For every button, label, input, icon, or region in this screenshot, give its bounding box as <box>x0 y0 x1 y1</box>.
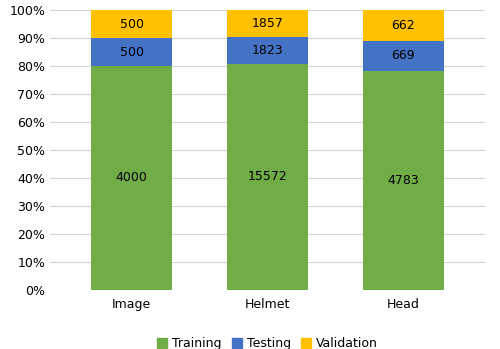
Bar <box>91 66 172 290</box>
Text: 662: 662 <box>392 19 415 32</box>
Text: 4783: 4783 <box>388 174 420 187</box>
Bar <box>362 10 444 41</box>
Text: 1823: 1823 <box>252 44 284 57</box>
Text: 500: 500 <box>120 18 144 31</box>
Bar <box>362 71 444 290</box>
Bar <box>91 38 172 66</box>
Bar <box>226 10 308 37</box>
Bar <box>226 37 308 64</box>
Bar <box>362 41 444 71</box>
Legend: Training, Testing, Validation: Training, Testing, Validation <box>152 332 383 349</box>
Bar <box>91 10 172 38</box>
Text: 15572: 15572 <box>248 170 288 183</box>
Bar <box>226 64 308 290</box>
Text: 4000: 4000 <box>116 171 148 185</box>
Text: 669: 669 <box>392 50 415 62</box>
Text: 1857: 1857 <box>252 17 284 30</box>
Text: 500: 500 <box>120 46 144 59</box>
